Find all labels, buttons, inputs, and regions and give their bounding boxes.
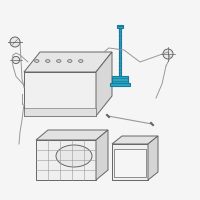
Bar (112, 76, 128, 83)
Polygon shape (24, 72, 96, 116)
Bar (117, 25, 123, 28)
Ellipse shape (56, 145, 92, 167)
Ellipse shape (46, 60, 50, 62)
Bar (110, 83, 130, 86)
Circle shape (12, 56, 20, 64)
Polygon shape (112, 144, 148, 180)
Polygon shape (24, 52, 112, 72)
Polygon shape (114, 149, 146, 177)
Ellipse shape (68, 60, 72, 62)
Ellipse shape (79, 60, 83, 62)
Polygon shape (24, 108, 96, 116)
Polygon shape (112, 136, 158, 144)
Polygon shape (36, 130, 108, 140)
Ellipse shape (57, 60, 61, 62)
Bar (119, 26, 121, 76)
Polygon shape (96, 52, 112, 116)
Polygon shape (36, 140, 96, 180)
Polygon shape (96, 130, 108, 180)
Ellipse shape (35, 60, 39, 62)
Circle shape (10, 37, 20, 47)
Polygon shape (148, 136, 158, 180)
Circle shape (163, 49, 173, 59)
